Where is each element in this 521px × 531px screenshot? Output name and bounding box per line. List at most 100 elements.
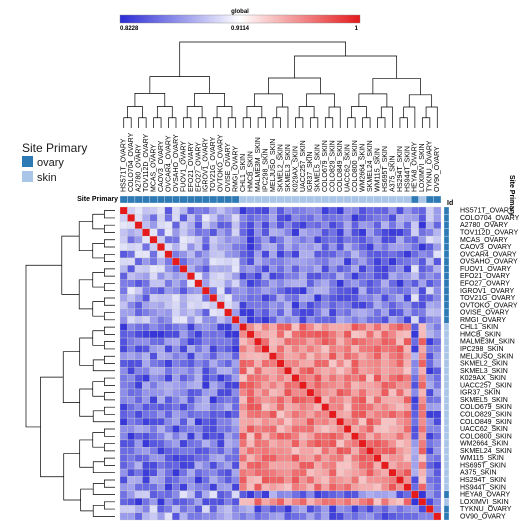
colorbar-mid-label: 0.9114	[231, 26, 250, 32]
heatmap-cell	[187, 272, 195, 280]
heatmap-cell	[366, 228, 374, 237]
column-label: COLO679_SKIN	[322, 140, 329, 192]
heatmap-cell	[142, 308, 151, 317]
column-label: IGROV1_OVARY	[203, 137, 210, 192]
column-annotation-cell	[410, 195, 419, 204]
heatmap-cell	[343, 214, 352, 222]
heatmap-cell	[231, 301, 240, 310]
heatmap-cell	[201, 279, 210, 288]
heatmap-cell	[418, 381, 427, 390]
heatmap-cell	[224, 272, 233, 280]
column-annotation-cell	[187, 195, 195, 204]
heatmap-cell	[149, 490, 158, 499]
heatmap-cell	[254, 308, 262, 317]
heatmap-cell	[269, 279, 277, 288]
heatmap-cell	[373, 403, 382, 411]
heatmap-cell	[179, 410, 188, 419]
heatmap-cell	[127, 316, 136, 324]
heatmap-cell	[187, 352, 195, 361]
heatmap-cell	[231, 490, 240, 499]
heatmap-cell	[366, 337, 374, 346]
heatmap-cell	[313, 352, 322, 361]
heatmap-cell	[119, 417, 128, 426]
heatmap-cell	[246, 265, 255, 273]
heatmap-cell	[127, 483, 136, 492]
heatmap-cell	[134, 286, 143, 295]
heatmap-cell	[164, 279, 173, 288]
heatmap-cell	[224, 243, 233, 251]
heatmap-cell	[418, 235, 427, 244]
row-annotation-cell	[443, 257, 450, 266]
heatmap-cell	[321, 366, 330, 375]
heatmap-cell	[396, 483, 404, 492]
heatmap-cell	[201, 337, 210, 346]
row-label: A2780_OVARY	[460, 222, 508, 229]
heatmap-cell	[313, 243, 322, 251]
heatmap-cell	[306, 374, 315, 382]
heatmap-cell	[321, 439, 330, 448]
heatmap-cell	[351, 214, 360, 222]
heatmap-cell	[284, 410, 292, 419]
heatmap-cell	[313, 468, 322, 477]
heatmap-cell	[239, 374, 248, 382]
heatmap-cell	[201, 235, 210, 244]
heatmap-cell	[194, 257, 203, 266]
row-dendrogram	[25, 210, 115, 517]
heatmap-cell	[299, 308, 307, 317]
heatmap-cell	[142, 505, 151, 513]
heatmap-cell	[172, 206, 180, 215]
heatmap-cell	[157, 476, 165, 484]
heatmap-cell	[127, 221, 136, 229]
heatmap-cell	[351, 206, 360, 215]
heatmap-cell	[142, 228, 151, 237]
heatmap-cell	[328, 483, 337, 492]
heatmap-cell	[164, 316, 173, 324]
heatmap-cell	[410, 294, 419, 302]
heatmap-cell	[433, 447, 442, 455]
heatmap-cell	[410, 272, 419, 280]
heatmap-cell	[261, 454, 270, 462]
heatmap-cell	[127, 323, 136, 331]
heatmap-cell	[418, 294, 427, 302]
heatmap-cell	[433, 228, 442, 237]
legend-swatch-skin	[22, 171, 33, 182]
heatmap-cell	[388, 301, 397, 310]
heatmap-cell	[157, 250, 165, 259]
heatmap-cell	[366, 388, 374, 397]
heatmap-cell	[216, 468, 225, 477]
heatmap-cell	[381, 476, 389, 484]
heatmap-cell	[164, 221, 173, 229]
heatmap-cell	[336, 294, 345, 302]
heatmap-cell	[269, 396, 277, 404]
heatmap-cell	[373, 374, 382, 382]
heatmap-cell	[388, 439, 397, 448]
heatmap-cell	[351, 243, 360, 251]
heatmap-cell	[134, 432, 143, 441]
heatmap-cell	[201, 228, 210, 237]
heatmap-cell	[239, 250, 248, 259]
heatmap-cell	[201, 461, 210, 470]
heatmap-cell	[216, 279, 225, 288]
heatmap-cell	[351, 250, 360, 259]
heatmap-cell	[299, 366, 307, 375]
heatmap-cell	[224, 352, 233, 361]
heatmap-cell	[231, 432, 240, 441]
heatmap-cell	[231, 206, 240, 215]
heatmap-cell	[276, 301, 285, 310]
heatmap-cell	[328, 214, 337, 222]
heatmap-cell	[209, 359, 218, 368]
heatmap-cell	[299, 425, 307, 433]
heatmap-cell	[425, 272, 434, 280]
heatmap-cell	[313, 286, 322, 295]
heatmap-cell	[284, 286, 292, 295]
heatmap-cell	[284, 461, 292, 470]
heatmap-cell	[134, 505, 143, 513]
heatmap-cell	[291, 221, 300, 229]
column-label: HS944T_SKIN	[404, 146, 411, 192]
heatmap-cell	[127, 476, 136, 484]
heatmap-cell	[381, 359, 389, 368]
heatmap-cell	[358, 228, 367, 237]
heatmap-cell	[358, 286, 367, 295]
heatmap-cell	[321, 388, 330, 397]
column-annotation-cell	[134, 195, 143, 204]
